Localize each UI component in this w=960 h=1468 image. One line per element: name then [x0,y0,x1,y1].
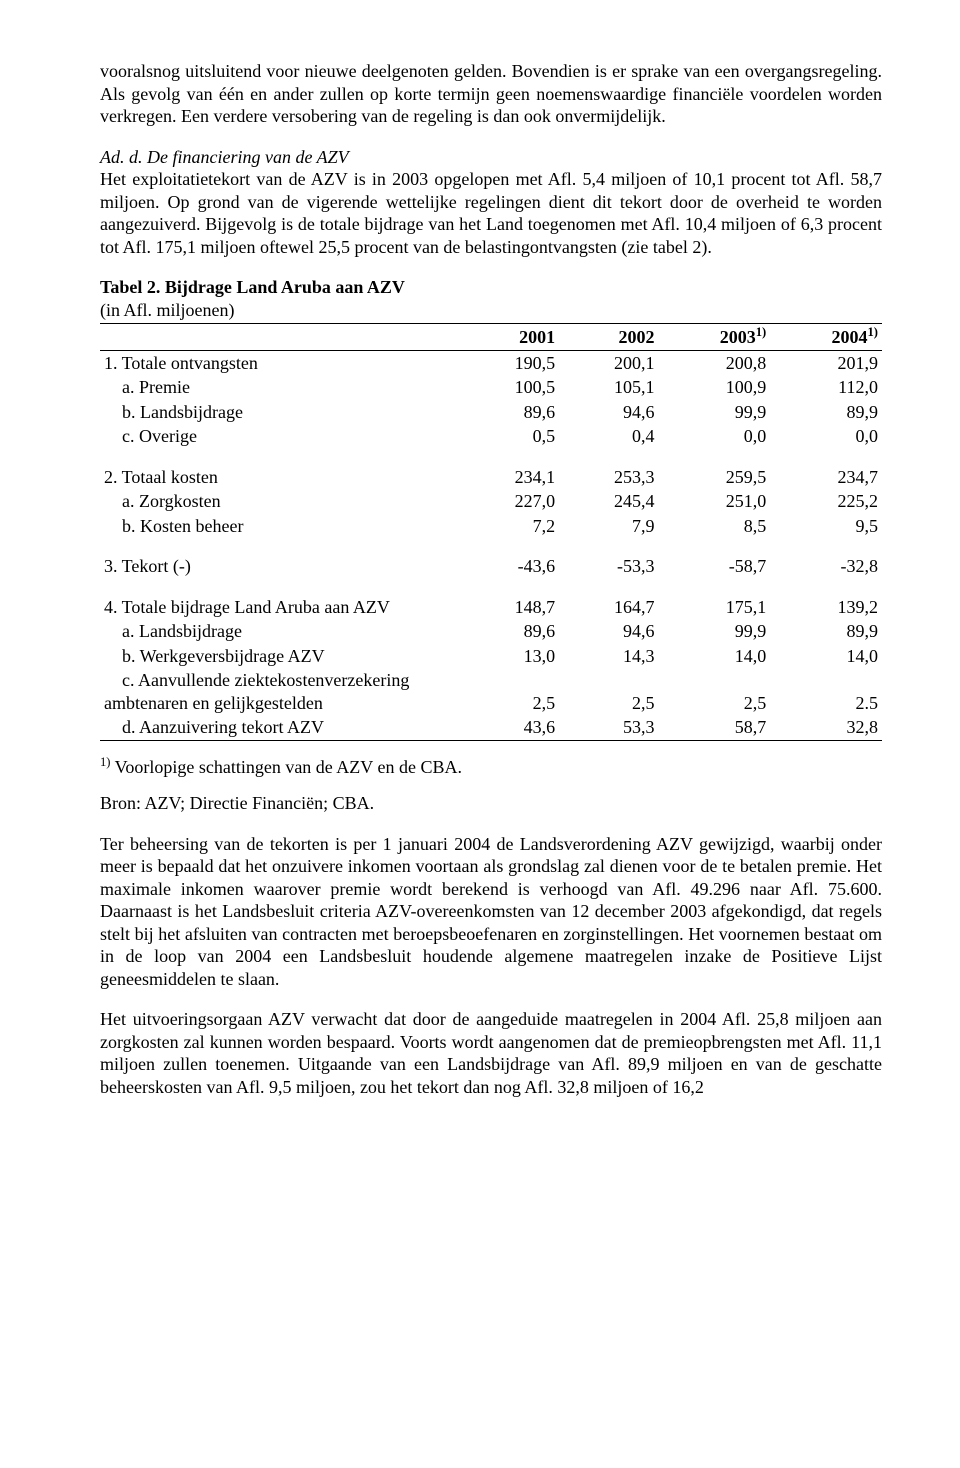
cell-value: 175,1 [659,595,771,620]
cell-value: -58,7 [659,554,771,579]
table-row: c. Aanvullende ziektekostenverzekering a… [100,668,882,715]
cell-value: 190,5 [460,350,559,375]
table-row: a. Zorgkosten227,0245,4251,0225,2 [100,489,882,514]
row-label: b. Kosten beheer [100,514,460,539]
col-header: 2001 [460,324,559,351]
cell-value: 225,2 [770,489,882,514]
cell-value: 0,0 [659,424,771,449]
col-header: 2002 [559,324,658,351]
table-row [100,538,882,554]
table-row: b. Landsbijdrage89,694,699,989,9 [100,400,882,425]
cell-value: 259,5 [659,465,771,490]
row-label: a. Landsbijdrage [100,619,460,644]
cell-value: 0,4 [559,424,658,449]
paragraph-4: Het uitvoeringsorgaan AZV verwacht dat d… [100,1008,882,1098]
cell-value: 94,6 [559,619,658,644]
cell-value: 99,9 [659,619,771,644]
cell-value: 14,3 [559,644,658,669]
cell-value: 2,5 [460,668,559,715]
cell-value: 200,1 [559,350,658,375]
cell-value: 2.5 [770,668,882,715]
cell-value: 112,0 [770,375,882,400]
paragraph-intro: vooralsnog uitsluitend voor nieuwe deelg… [100,60,882,128]
row-label: c. Overige [100,424,460,449]
row-label: b. Landsbijdrage [100,400,460,425]
cell-value: 58,7 [659,715,771,740]
table-row: b. Werkgeversbijdrage AZV13,014,314,014,… [100,644,882,669]
row-label: 2. Totaal kosten [100,465,460,490]
cell-value: 253,3 [559,465,658,490]
cell-value: 164,7 [559,595,658,620]
cell-value: 0,5 [460,424,559,449]
cell-value: 227,0 [460,489,559,514]
cell-value: 201,9 [770,350,882,375]
row-label: 4. Totale bijdrage Land Aruba aan AZV [100,595,460,620]
cell-value: 13,0 [460,644,559,669]
cell-value: 43,6 [460,715,559,740]
table-header-row: 2001 2002 20031) 20041) [100,324,882,351]
table-row [100,579,882,595]
table-row [100,449,882,465]
table-row: 2. Totaal kosten234,1253,3259,5234,7 [100,465,882,490]
row-label: a. Premie [100,375,460,400]
col-header: 20041) [770,324,882,351]
row-label: c. Aanvullende ziektekostenverzekering a… [100,668,460,715]
paragraph-body: Het exploitatietekort van de AZV is in 2… [100,169,882,257]
cell-value: 100,9 [659,375,771,400]
row-label: 1. Totale ontvangsten [100,350,460,375]
cell-value: 139,2 [770,595,882,620]
table-row: b. Kosten beheer7,27,98,59,5 [100,514,882,539]
table-subtitle: (in Afl. miljoenen) [100,299,882,322]
cell-value: 9,5 [770,514,882,539]
cell-value: 89,6 [460,619,559,644]
cell-value: 0,0 [770,424,882,449]
table-source: Bron: AZV; Directie Financiën; CBA. [100,792,882,815]
table-row: a. Landsbijdrage89,694,699,989,9 [100,619,882,644]
cell-value: 105,1 [559,375,658,400]
table-title: Tabel 2. Bijdrage Land Aruba aan AZV [100,276,882,299]
cell-value: 245,4 [559,489,658,514]
row-label: 3. Tekort (-) [100,554,460,579]
cell-value: 53,3 [559,715,658,740]
cell-value: -43,6 [460,554,559,579]
cell-value: 32,8 [770,715,882,740]
row-label: d. Aanzuivering tekort AZV [100,715,460,740]
cell-value: 100,5 [460,375,559,400]
cell-value: 7,9 [559,514,658,539]
cell-value: 14,0 [770,644,882,669]
table-row: 4. Totale bijdrage Land Aruba aan AZV148… [100,595,882,620]
row-label: b. Werkgeversbijdrage AZV [100,644,460,669]
cell-value: 7,2 [460,514,559,539]
table-row: a. Premie100,5105,1100,9112,0 [100,375,882,400]
cell-value: -32,8 [770,554,882,579]
cell-value: 89,6 [460,400,559,425]
table-row: 1. Totale ontvangsten190,5200,1200,8201,… [100,350,882,375]
cell-value: 2,5 [559,668,658,715]
cell-value: 94,6 [559,400,658,425]
cell-value: 89,9 [770,400,882,425]
cell-value: 89,9 [770,619,882,644]
cell-value: 2,5 [659,668,771,715]
row-label: a. Zorgkosten [100,489,460,514]
section-heading: Ad. d. De financiering van de AZV [100,147,349,167]
cell-value: 234,1 [460,465,559,490]
col-header: 20031) [659,324,771,351]
cell-value: 99,9 [659,400,771,425]
cell-value: -53,3 [559,554,658,579]
paragraph-3: Ter beheersing van de tekorten is per 1 … [100,833,882,991]
paragraph-section: Ad. d. De financiering van de AZV Het ex… [100,146,882,259]
cell-value: 8,5 [659,514,771,539]
table-footnote: 1) Voorlopige schattingen van de AZV en … [100,755,882,779]
cell-value: 148,7 [460,595,559,620]
cell-value: 251,0 [659,489,771,514]
cell-value: 234,7 [770,465,882,490]
table-row: c. Overige0,50,40,00,0 [100,424,882,449]
table-row: 3. Tekort (-)-43,6-53,3-58,7-32,8 [100,554,882,579]
cell-value: 14,0 [659,644,771,669]
cell-value: 200,8 [659,350,771,375]
table-row: d. Aanzuivering tekort AZV43,653,358,732… [100,715,882,740]
data-table: 2001 2002 20031) 20041) 1. Totale ontvan… [100,323,882,741]
